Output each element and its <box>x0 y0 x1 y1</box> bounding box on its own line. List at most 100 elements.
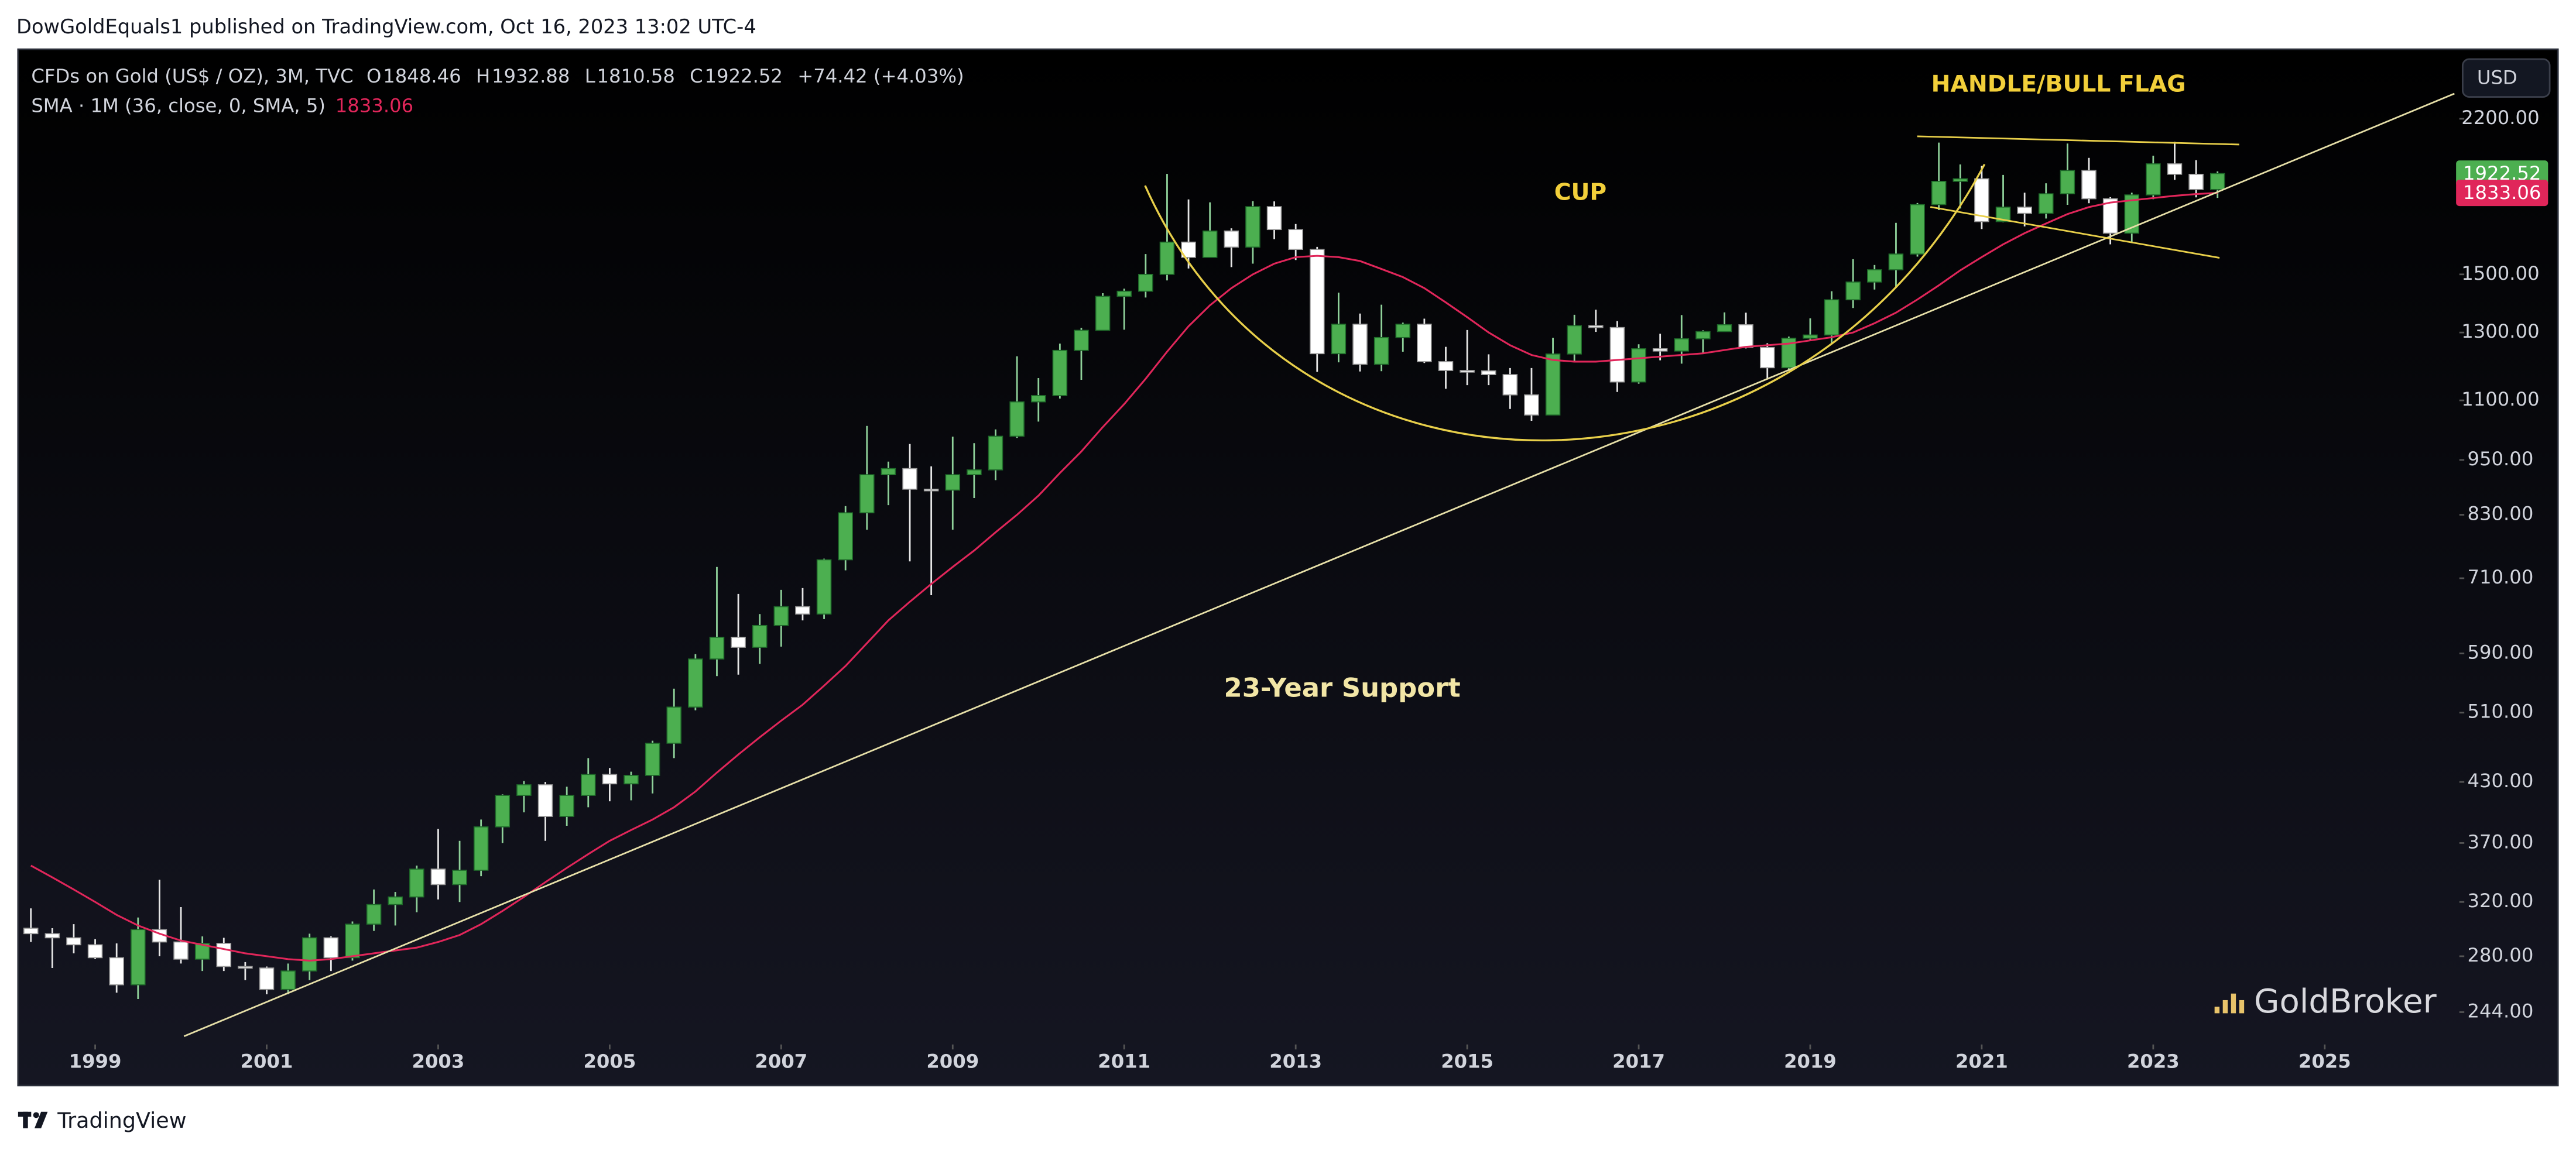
legend-symbol: CFDs on Gold (US$ / OZ), 3M, TVC <box>31 65 353 87</box>
y-tick-label: 590.00 <box>2467 641 2533 664</box>
x-tick-label: 2009 <box>926 1051 979 1073</box>
x-tick-label: 2013 <box>1269 1051 1322 1073</box>
candle-body <box>2210 173 2225 190</box>
chart-layer: 244.00 280.00 320.00 370.00 430.00 510.00 590.… <box>23 107 2548 1073</box>
legend-ohlc-value: 1922.52 <box>705 65 783 87</box>
legend-ohlc-value: 1848.46 <box>383 65 461 87</box>
candle-body <box>2146 163 2161 195</box>
candle-body <box>1331 324 1347 355</box>
candle-body <box>1460 370 1475 373</box>
currency-button-label[interactable]: USD <box>2477 67 2517 89</box>
candle-body <box>2017 207 2032 214</box>
candle-body <box>752 624 768 648</box>
x-tick-label: 2023 <box>2127 1051 2180 1073</box>
candle-body <box>1438 361 1454 371</box>
candle-body <box>1952 178 1968 182</box>
candle-body <box>473 826 489 871</box>
legend-ohlc-letter: O <box>366 65 381 87</box>
y-tick-label: 1100.00 <box>2461 388 2539 410</box>
sma-price-tag: 1833.06 <box>2463 181 2541 204</box>
candle-body <box>1803 334 1818 339</box>
candle-body <box>1910 204 1925 255</box>
footer-logo <box>18 1111 48 1128</box>
legend-ohlc-letter: H <box>476 65 490 87</box>
x-tick-label: 2017 <box>1612 1051 1665 1073</box>
candle-body <box>1995 207 2011 222</box>
candle-body <box>430 868 446 885</box>
candle-body <box>1352 324 1368 365</box>
candle-body <box>1202 230 1218 258</box>
candle-body <box>1867 269 1882 283</box>
sma-line <box>30 192 2218 962</box>
candle-body <box>516 784 532 796</box>
candle-body <box>44 933 60 939</box>
flag-bottom-line <box>1930 206 2220 259</box>
candle-body <box>1030 395 1046 403</box>
legend-ohlc-letter: C <box>690 65 703 87</box>
legend-change: +74.42 (+4.03%) <box>797 65 964 87</box>
candle-body <box>2102 198 2118 234</box>
candle-body <box>838 512 853 561</box>
flag-top-line <box>1917 135 2239 146</box>
candle-body <box>945 474 961 491</box>
candle-body <box>1266 206 1282 231</box>
candle-body <box>2188 173 2204 190</box>
candle-body <box>731 637 746 648</box>
candle-body <box>2124 194 2140 234</box>
candle-body <box>688 658 703 708</box>
candle-body <box>452 870 467 885</box>
candle-body <box>967 469 982 476</box>
legend-ohlc-value: 1810.58 <box>597 65 675 87</box>
candle-body <box>581 774 596 796</box>
candle-body <box>280 970 296 990</box>
watermark: GoldBroker <box>2254 983 2437 1021</box>
candle-body <box>1224 230 1239 248</box>
y-tick-label: 950.00 <box>2467 448 2533 470</box>
y-tick-label: 2200.00 <box>2461 107 2539 129</box>
candle-body <box>1545 353 1561 416</box>
candle-body <box>1652 348 1668 352</box>
candle-body <box>216 943 232 967</box>
candle-body <box>1588 325 1604 328</box>
candle-body <box>988 435 1003 471</box>
candle-body <box>87 944 103 959</box>
candle-body <box>537 784 553 817</box>
candle-body <box>2167 163 2183 175</box>
y-tick-label: 510.00 <box>2467 701 2533 723</box>
candle-body <box>2039 193 2054 214</box>
candle-body <box>859 474 875 514</box>
candle-body <box>1502 374 1518 396</box>
candle-body <box>2060 170 2075 195</box>
candle-body <box>1888 253 1904 270</box>
cup-arc <box>1144 163 1986 442</box>
candle-body <box>1138 273 1153 292</box>
x-tick-label: 2025 <box>2298 1051 2351 1073</box>
support-label: 23-Year Support <box>1224 672 1460 703</box>
candle-body <box>1759 346 1775 369</box>
y-tick-label: 1500.00 <box>2461 262 2539 284</box>
candle-body <box>881 468 896 476</box>
x-tick-label: 2019 <box>1784 1051 1837 1073</box>
y-tick-label: 320.00 <box>2467 890 2533 912</box>
candle-body <box>1074 329 1089 351</box>
candle-body <box>366 904 382 925</box>
footer-brand: TradingView <box>57 1108 186 1133</box>
candle-body <box>1631 348 1646 383</box>
candle-body <box>1845 282 1861 301</box>
candle-body <box>323 937 339 959</box>
candle-body <box>1116 290 1132 297</box>
x-tick-label: 1999 <box>69 1051 122 1073</box>
x-tick-label: 2003 <box>412 1051 465 1073</box>
candle-body <box>645 743 660 776</box>
candle-body <box>495 795 511 828</box>
candle-body <box>194 943 210 960</box>
watermark-icon <box>2214 993 2245 1014</box>
candle-body <box>238 966 253 969</box>
candle-body <box>1481 370 1496 375</box>
legend-ohlc-letter: L <box>585 65 595 87</box>
candle-body <box>1052 349 1068 396</box>
currency-button[interactable] <box>2461 58 2551 98</box>
y-tick-label: 280.00 <box>2467 944 2533 966</box>
candle-body <box>1159 241 1175 275</box>
publish-header: DowGoldEquals1 published on TradingView.… <box>16 15 756 38</box>
